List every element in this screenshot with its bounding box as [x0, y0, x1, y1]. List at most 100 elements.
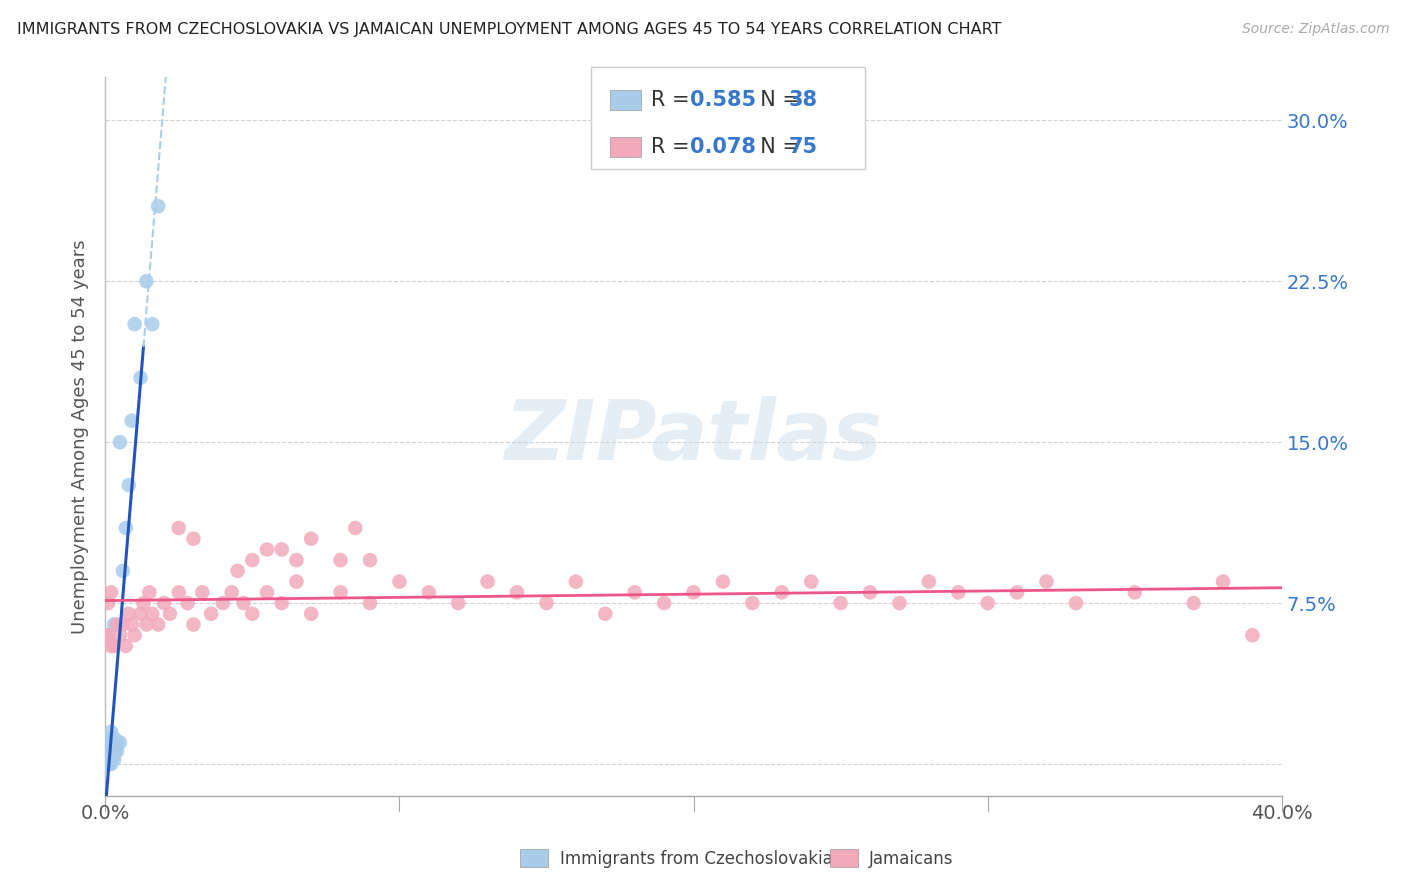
Point: [97, 746, 120, 760]
Point: [108, 628, 131, 642]
Text: Source: ZipAtlas.com: Source: ZipAtlas.com: [1241, 22, 1389, 37]
Point: [100, 744, 122, 758]
Point: [1241, 628, 1264, 642]
Point: [1123, 585, 1146, 599]
Point: [103, 739, 125, 754]
Point: [103, 753, 125, 767]
Point: [830, 596, 852, 610]
Point: [129, 607, 152, 621]
Point: [948, 585, 970, 599]
Point: [447, 596, 470, 610]
Point: [1035, 574, 1057, 589]
Point: [103, 639, 125, 653]
Point: [536, 596, 558, 610]
Point: [176, 596, 198, 610]
Point: [132, 596, 155, 610]
Point: [741, 596, 763, 610]
Text: Jamaicans: Jamaicans: [869, 850, 953, 868]
Point: [256, 542, 278, 557]
Point: [108, 435, 131, 450]
Point: [256, 585, 278, 599]
Text: 0.585: 0.585: [690, 90, 756, 110]
Text: Immigrants from Czechoslovakia: Immigrants from Czechoslovakia: [560, 850, 832, 868]
Point: [682, 585, 704, 599]
Point: [285, 574, 308, 589]
Point: [105, 735, 128, 749]
Point: [191, 585, 214, 599]
Point: [100, 639, 122, 653]
Point: [418, 585, 440, 599]
Point: [101, 748, 124, 763]
Point: [96, 628, 118, 642]
Point: [167, 585, 190, 599]
Point: [103, 731, 125, 746]
Point: [183, 617, 205, 632]
Point: [96, 750, 118, 764]
Point: [565, 574, 588, 589]
Point: [623, 585, 645, 599]
Point: [652, 596, 675, 610]
Point: [108, 735, 131, 749]
Point: [103, 746, 125, 760]
Point: [104, 733, 127, 747]
Point: [118, 607, 141, 621]
Point: [135, 274, 157, 288]
Text: 75: 75: [789, 136, 818, 157]
Point: [270, 596, 292, 610]
Point: [100, 585, 122, 599]
Point: [97, 628, 120, 642]
Text: N =: N =: [747, 136, 806, 157]
Point: [226, 564, 249, 578]
Point: [159, 607, 181, 621]
Point: [98, 756, 121, 771]
Point: [101, 738, 124, 752]
Point: [141, 317, 163, 331]
Point: [153, 596, 176, 610]
Text: 38: 38: [789, 90, 818, 110]
Point: [97, 739, 120, 754]
Point: [918, 574, 941, 589]
Point: [167, 521, 190, 535]
Point: [98, 739, 121, 754]
Point: [388, 574, 411, 589]
Point: [344, 521, 367, 535]
Point: [232, 596, 254, 610]
Point: [477, 574, 499, 589]
Point: [1005, 585, 1028, 599]
Text: R =: R =: [651, 90, 696, 110]
Point: [100, 750, 122, 764]
Point: [240, 607, 263, 621]
Point: [800, 574, 823, 589]
Text: R =: R =: [651, 136, 696, 157]
Point: [111, 617, 134, 632]
Point: [770, 585, 793, 599]
Point: [593, 607, 616, 621]
Point: [111, 564, 134, 578]
Point: [200, 607, 222, 621]
Point: [285, 553, 308, 567]
Point: [118, 478, 141, 492]
Point: [889, 596, 911, 610]
Point: [506, 585, 529, 599]
Point: [1182, 596, 1205, 610]
Text: N =: N =: [747, 90, 806, 110]
Point: [121, 414, 143, 428]
Point: [105, 744, 128, 758]
Point: [221, 585, 243, 599]
Point: [105, 617, 128, 632]
Point: [299, 532, 322, 546]
Point: [270, 542, 292, 557]
Point: [96, 756, 118, 771]
Point: [124, 317, 146, 331]
Point: [359, 596, 381, 610]
Point: [212, 596, 235, 610]
Point: [329, 585, 352, 599]
Point: [103, 617, 125, 632]
Point: [141, 607, 163, 621]
Point: [146, 617, 169, 632]
Point: [104, 742, 127, 756]
Point: [711, 574, 734, 589]
Point: [976, 596, 998, 610]
Text: ZIPatlas: ZIPatlas: [505, 396, 883, 477]
Point: [96, 742, 118, 756]
